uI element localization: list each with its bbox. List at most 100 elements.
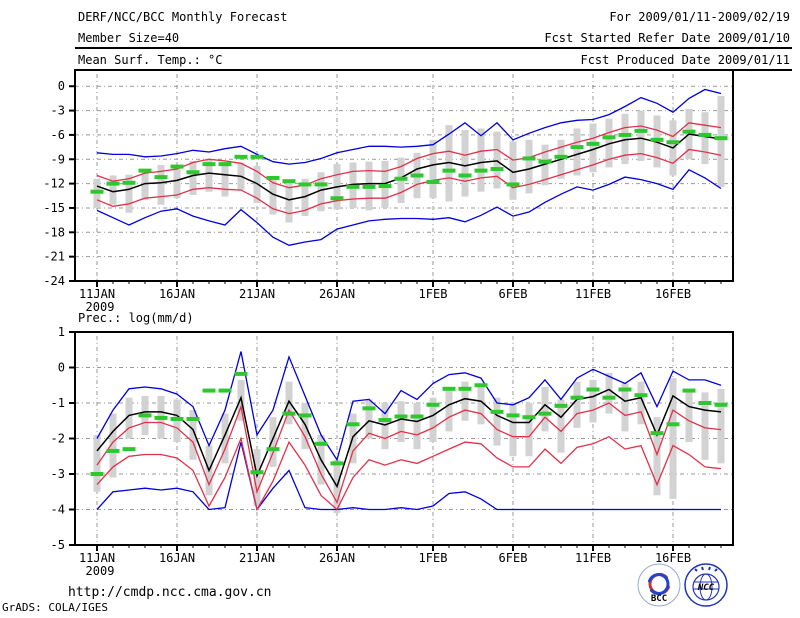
grads-credit-label: GrADS: COLA/IGES (2, 601, 108, 614)
obs-dash (586, 387, 600, 392)
member-spread-bar (573, 128, 581, 176)
y-tick-label: -4 (51, 503, 65, 517)
obs-dash (314, 441, 328, 446)
obs-dash (250, 470, 264, 475)
obs-dash (698, 132, 712, 137)
obs-dash (602, 395, 616, 400)
obs-dash (650, 137, 664, 142)
member-size-label: Member Size=40 (78, 31, 179, 45)
obs-dash (282, 411, 296, 416)
ncc-logo-meridian (699, 573, 713, 601)
obs-dash (506, 413, 520, 418)
obs-dash (522, 415, 536, 420)
y-tick-label: -6 (51, 128, 65, 142)
member-spread-bar (397, 401, 405, 443)
obs-dash (538, 159, 552, 164)
member-spread-bar (301, 178, 309, 217)
obs-dash (106, 448, 120, 453)
obs-dash (266, 175, 280, 180)
member-spread-bar (125, 397, 133, 439)
member-spread-bar (285, 180, 293, 223)
member-spread-bar (445, 388, 453, 432)
series-line-upper-spread (96, 122, 722, 189)
member-spread-bar (621, 383, 629, 432)
obs-dash (298, 413, 312, 418)
y-tick-label: -24 (43, 274, 65, 288)
y-tick-label: 1 (58, 325, 65, 339)
obs-dash (330, 196, 344, 201)
page-title: DERF/NCC/BCC Monthly Forecast (78, 10, 288, 24)
fcst-started-label: Fcst Started Refer Date 2009/01/10 (544, 31, 790, 45)
obs-dash (714, 402, 728, 407)
obs-dash (122, 180, 136, 185)
footer: http://cmdp.ncc.cma.gov.cn GrADS: COLA/I… (2, 563, 728, 614)
obs-dash (154, 175, 168, 180)
obs-dash (170, 164, 184, 169)
x-tick-label: 1FEB (419, 287, 448, 301)
obs-dash (698, 401, 712, 405)
bcc-logo-blue-swirl (648, 573, 670, 596)
obs-dash (90, 472, 104, 476)
obs-dash (314, 182, 328, 187)
x-tick-label: 11JAN (79, 551, 115, 565)
series-line-upper-spread (96, 402, 722, 505)
obs-dash (186, 416, 200, 421)
obs-dash (458, 173, 472, 178)
obs-dash (234, 371, 248, 376)
x-tick-year-label: 2009 (86, 564, 115, 578)
y-tick-label: -2 (51, 432, 65, 446)
bcc-logo-ring (637, 563, 681, 607)
obs-dash (458, 386, 472, 391)
obs-dash (282, 179, 296, 184)
obs-dash (202, 162, 216, 167)
member-spread-bar (589, 123, 597, 173)
obs-dash (426, 179, 440, 184)
x-tick-label: 11FEB (575, 287, 611, 301)
y-tick-label: -12 (43, 177, 65, 191)
y-tick-label: 0 (58, 79, 65, 93)
member-spread-bar (141, 169, 149, 200)
member-spread-bar (525, 403, 533, 457)
member-spread-bar (477, 128, 485, 192)
series-line-ensemble-min (96, 441, 721, 511)
member-spread-bar (173, 165, 181, 199)
obs-dash (666, 422, 680, 427)
obs-dash (538, 411, 552, 416)
obs-dash (682, 388, 696, 393)
x-tick-label: 6FEB (499, 287, 528, 301)
series-line-lower-spread (96, 148, 722, 215)
y-tick-label: -9 (51, 152, 65, 166)
obs-dash (714, 136, 728, 141)
obs-dash (106, 181, 120, 186)
obs-dash (554, 154, 568, 159)
source-url-link[interactable]: http://cmdp.ncc.cma.gov.cn (68, 585, 272, 600)
obs-dash (90, 189, 104, 194)
precip-chart-title: Prec.: log(mm/d) (78, 311, 194, 325)
obs-dash (346, 422, 360, 427)
obs-dash (298, 182, 312, 187)
obs-dash (410, 173, 424, 178)
x-tick-label: 26JAN (319, 287, 355, 301)
ncc-logo-ring (684, 563, 728, 607)
obs-dash (490, 409, 504, 414)
obs-dash (442, 168, 456, 173)
x-tick-label: 21JAN (239, 287, 275, 301)
x-tick-label: 16FEB (655, 551, 691, 565)
obs-dash (410, 414, 424, 419)
y-tick-label: -15 (43, 201, 65, 215)
obs-dash (602, 135, 616, 140)
obs-dash (394, 414, 408, 419)
obs-dash (138, 413, 152, 418)
obs-dash (362, 406, 376, 411)
member-spread-bar (429, 397, 437, 443)
member-spread-bar (493, 397, 501, 446)
obs-dash (362, 184, 376, 189)
obs-dash (234, 154, 248, 159)
member-spread-bar (269, 417, 277, 467)
x-tick-label: 11FEB (575, 551, 611, 565)
member-spread-bar (557, 399, 565, 453)
member-spread-bar (365, 399, 373, 439)
x-tick-label: 1FEB (419, 551, 448, 565)
